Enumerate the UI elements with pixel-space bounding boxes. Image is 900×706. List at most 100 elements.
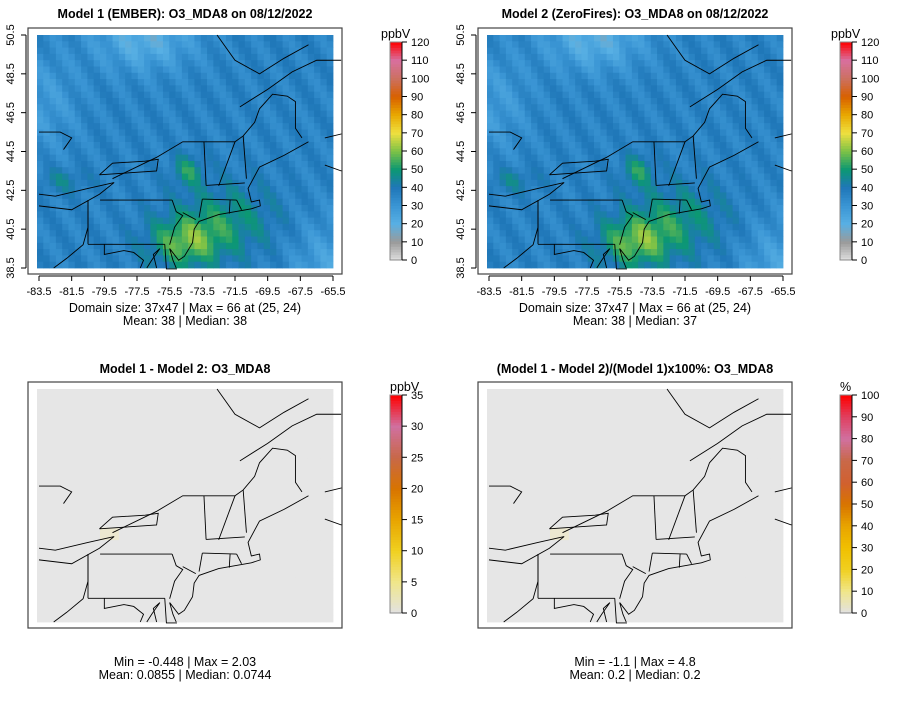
heatmap-cell: [282, 160, 290, 168]
heatmap-cell: [669, 186, 677, 193]
heatmap-cell: [638, 223, 645, 231]
heatmap-cell: [106, 489, 113, 497]
heatmap-cell: [581, 142, 589, 149]
heatmap-cell: [55, 192, 63, 200]
heatmap-cell: [118, 571, 126, 579]
heatmap-cell: [225, 420, 233, 428]
heatmap-cell: [505, 142, 513, 149]
heatmap-cell: [144, 236, 151, 244]
heatmap-cell: [181, 104, 189, 111]
heatmap-cell: [720, 205, 727, 212]
heatmap-cell: [776, 242, 784, 250]
heatmap-cell: [314, 565, 321, 573]
heatmap-cell: [74, 489, 82, 497]
heatmap-cell: [225, 186, 233, 193]
heatmap-cell: [207, 514, 214, 522]
heatmap-cell: [707, 123, 715, 130]
heatmap-cell: [326, 477, 334, 484]
heatmap-cell: [295, 91, 302, 99]
heatmap-cell: [518, 261, 526, 269]
heatmap-cell: [93, 211, 101, 219]
heatmap-cell: [68, 167, 76, 174]
heatmap-cell: [726, 249, 734, 256]
heatmap-cell: [531, 41, 538, 48]
heatmap-cell: [37, 477, 44, 484]
heatmap-cell: [213, 198, 221, 206]
heatmap-cell: [518, 160, 526, 168]
heatmap-cell: [125, 53, 132, 61]
heatmap-cell: [301, 116, 309, 124]
heatmap-cell: [282, 154, 290, 162]
heatmap-cell: [225, 53, 233, 61]
heatmap-cell: [263, 123, 271, 130]
heatmap-cell: [175, 142, 183, 149]
heatmap-cell: [55, 217, 63, 225]
heatmap-cell: [106, 198, 113, 206]
heatmap-cell: [251, 66, 258, 74]
heatmap-cell: [720, 230, 727, 237]
heatmap-cell: [669, 110, 677, 118]
heatmap-cell: [770, 110, 778, 118]
heatmap-cell: [219, 66, 227, 74]
heatmap-cell: [156, 142, 164, 149]
heatmap-cell: [518, 129, 526, 137]
heatmap-cell: [594, 167, 601, 174]
heatmap-cell: [738, 217, 746, 225]
heatmap-cell: [125, 236, 132, 244]
heatmap-cell: [125, 489, 132, 497]
heatmap-cell: [118, 389, 126, 396]
heatmap-cell: [81, 123, 88, 130]
heatmap-cell: [301, 249, 309, 256]
heatmap-cell: [301, 451, 309, 459]
heatmap-cell: [62, 223, 69, 231]
heatmap-cell: [169, 571, 176, 579]
heatmap-cell: [726, 41, 734, 48]
heatmap-cell: [270, 142, 277, 149]
heatmap-cell: [244, 129, 252, 137]
heatmap-cell: [524, 236, 532, 244]
heatmap-cell: [125, 142, 132, 149]
heatmap-cell: [726, 123, 734, 130]
heatmap-cell: [326, 249, 334, 256]
heatmap-cell: [238, 470, 246, 478]
heatmap-cell: [562, 179, 570, 187]
heatmap-cell: [770, 186, 778, 193]
heatmap-cell: [657, 47, 664, 55]
heatmap-cell: [68, 445, 76, 453]
heatmap-cell: [587, 66, 595, 74]
heatmap-cell: [37, 439, 44, 447]
heatmap-cell: [188, 236, 195, 244]
heatmap-cell: [162, 154, 170, 162]
heatmap-cell: [295, 533, 302, 541]
heatmap-cell: [55, 104, 63, 111]
heatmap-cell: [587, 173, 595, 181]
heatmap-cell: [62, 242, 69, 250]
heatmap-cell: [156, 47, 164, 55]
heatmap-cell: [200, 116, 208, 124]
heatmap-cell: [106, 91, 113, 99]
heatmap-cell: [37, 521, 44, 528]
heatmap-cell: [612, 154, 620, 162]
heatmap-cell: [707, 230, 715, 237]
heatmap-cell: [43, 420, 50, 428]
heatmap-cell: [531, 142, 538, 149]
heatmap-cell: [263, 514, 271, 522]
heatmap-cell: [55, 546, 63, 554]
heatmap-cell: [638, 186, 645, 193]
heatmap-cell: [625, 211, 633, 219]
heatmap-cell: [81, 389, 88, 396]
heatmap-cell: [74, 198, 82, 206]
heatmap-cell: [276, 514, 284, 522]
heatmap-cell: [213, 407, 221, 415]
heatmap-cell: [524, 142, 532, 149]
heatmap-cell: [194, 148, 202, 156]
heatmap-cell: [162, 477, 170, 484]
heatmap-cell: [194, 255, 202, 263]
heatmap-cell: [49, 514, 57, 522]
heatmap-cell: [282, 236, 290, 244]
heatmap-cell: [62, 439, 69, 447]
heatmap-cell: [612, 85, 620, 93]
heatmap-cell: [288, 249, 296, 256]
heatmap-cell: [81, 116, 88, 124]
heatmap-cell: [638, 142, 645, 149]
